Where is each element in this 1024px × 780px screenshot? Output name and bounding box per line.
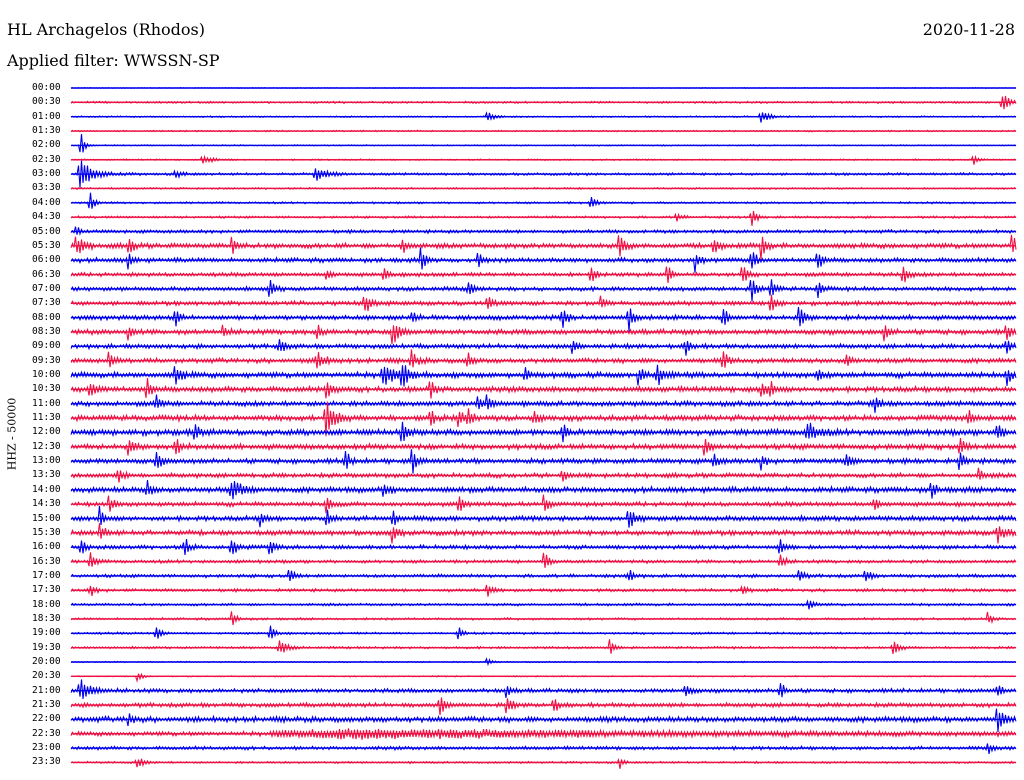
row-label-2330: 23:30 <box>32 756 61 768</box>
row-label-1430: 14:30 <box>32 498 61 510</box>
row-label-0900: 09:00 <box>32 340 61 352</box>
trace-2130 <box>70 697 1017 716</box>
row-label-1300: 13:00 <box>32 455 61 467</box>
row-label-1530: 15:30 <box>32 526 61 538</box>
trace-1430 <box>70 494 1017 514</box>
trace-0900 <box>70 339 1017 356</box>
row-label-0930: 09:30 <box>32 354 61 366</box>
row-label-0730: 07:30 <box>32 297 61 309</box>
row-label-1130: 11:30 <box>32 412 61 424</box>
row-label-0200: 02:00 <box>32 139 61 151</box>
row-label-0230: 02:30 <box>32 153 61 165</box>
row-label-1230: 12:30 <box>32 440 61 452</box>
trace-1930 <box>70 639 1017 655</box>
row-label-0630: 06:30 <box>32 268 61 280</box>
row-label-0700: 07:00 <box>32 282 61 294</box>
row-label-1600: 16:00 <box>32 541 61 553</box>
trace-1900 <box>70 625 1017 640</box>
row-label-0100: 01:00 <box>32 110 61 122</box>
row-label-1630: 16:30 <box>32 555 61 567</box>
trace-0430 <box>70 210 1017 226</box>
row-label-2030: 20:30 <box>32 670 61 682</box>
trace-2100 <box>70 679 1017 699</box>
row-label-2200: 22:00 <box>32 713 61 725</box>
row-label-0500: 05:00 <box>32 225 61 237</box>
row-label-1500: 15:00 <box>32 512 61 524</box>
trace-1500 <box>70 505 1017 528</box>
row-label-2100: 21:00 <box>32 684 61 696</box>
row-label-1730: 17:30 <box>32 584 61 596</box>
trace-1000 <box>70 364 1017 387</box>
trace-1130 <box>70 401 1017 437</box>
trace-0230 <box>70 154 1017 165</box>
trace-0200 <box>70 134 1017 153</box>
row-label-1400: 14:00 <box>32 483 61 495</box>
trace-0630 <box>70 266 1017 283</box>
row-label-0000: 00:00 <box>32 82 61 93</box>
trace-0830 <box>70 324 1017 345</box>
row-label-0300: 03:00 <box>32 168 61 180</box>
row-label-0830: 08:30 <box>32 325 61 337</box>
row-label-1700: 17:00 <box>32 569 61 581</box>
row-label-0400: 04:00 <box>32 196 61 208</box>
trace-0600 <box>70 247 1017 273</box>
row-label-0030: 00:30 <box>32 96 61 108</box>
row-label-0330: 03:30 <box>32 182 61 194</box>
trace-1400 <box>70 480 1017 500</box>
row-label-1930: 19:30 <box>32 641 61 653</box>
trace-2300 <box>70 743 1017 754</box>
trace-1300 <box>70 449 1017 474</box>
station-title: HL Archagelos (Rhodos) <box>7 20 205 39</box>
row-label-1030: 10:30 <box>32 383 61 395</box>
row-label-2230: 22:30 <box>32 727 61 739</box>
row-label-0800: 08:00 <box>32 311 61 323</box>
row-label-2130: 21:30 <box>32 699 61 711</box>
row-label-1830: 18:30 <box>32 612 61 624</box>
trace-0800 <box>70 306 1017 332</box>
trace-1030 <box>70 377 1017 399</box>
row-label-1000: 10:00 <box>32 369 61 380</box>
row-label-1900: 19:00 <box>32 627 61 639</box>
trace-1600 <box>70 539 1017 555</box>
trace-0400 <box>70 192 1017 209</box>
trace-0100 <box>70 111 1017 123</box>
trace-1230 <box>70 438 1017 456</box>
row-label-1100: 11:00 <box>32 397 61 409</box>
trace-2230 <box>70 728 1017 740</box>
row-label-0430: 04:30 <box>32 211 61 223</box>
trace-1100 <box>70 394 1017 413</box>
trace-1200 <box>70 421 1017 443</box>
row-time-labels: 00:00 00:30 01:00 01:30 02:00 02:30 03:00 03:30… <box>0 0 70 780</box>
trace-0500 <box>70 226 1017 236</box>
row-label-1200: 12:00 <box>32 426 61 438</box>
trace-1530 <box>70 523 1017 544</box>
trace-0530 <box>70 234 1017 261</box>
trace-0930 <box>70 349 1017 369</box>
row-label-1330: 13:30 <box>32 469 61 481</box>
row-label-0600: 06:00 <box>32 254 61 266</box>
trace-group <box>70 87 1017 769</box>
trace-1330 <box>70 467 1017 483</box>
row-label-0130: 01:30 <box>32 125 61 137</box>
trace-0730 <box>70 294 1017 312</box>
date-label: 2020-11-28 <box>922 20 1015 39</box>
row-label-0530: 05:30 <box>32 239 61 251</box>
trace-0700 <box>70 279 1017 302</box>
trace-2330 <box>70 757 1017 769</box>
trace-1730 <box>70 584 1017 597</box>
filter-label: Applied filter: WWSSN-SP <box>7 51 220 70</box>
row-label-1800: 18:00 <box>32 598 61 610</box>
row-label-2000: 20:00 <box>32 656 61 667</box>
trace-1630 <box>70 552 1017 568</box>
trace-2200 <box>70 708 1017 733</box>
trace-2030 <box>70 672 1017 683</box>
trace-1830 <box>70 611 1017 626</box>
row-label-2300: 23:00 <box>32 742 61 754</box>
